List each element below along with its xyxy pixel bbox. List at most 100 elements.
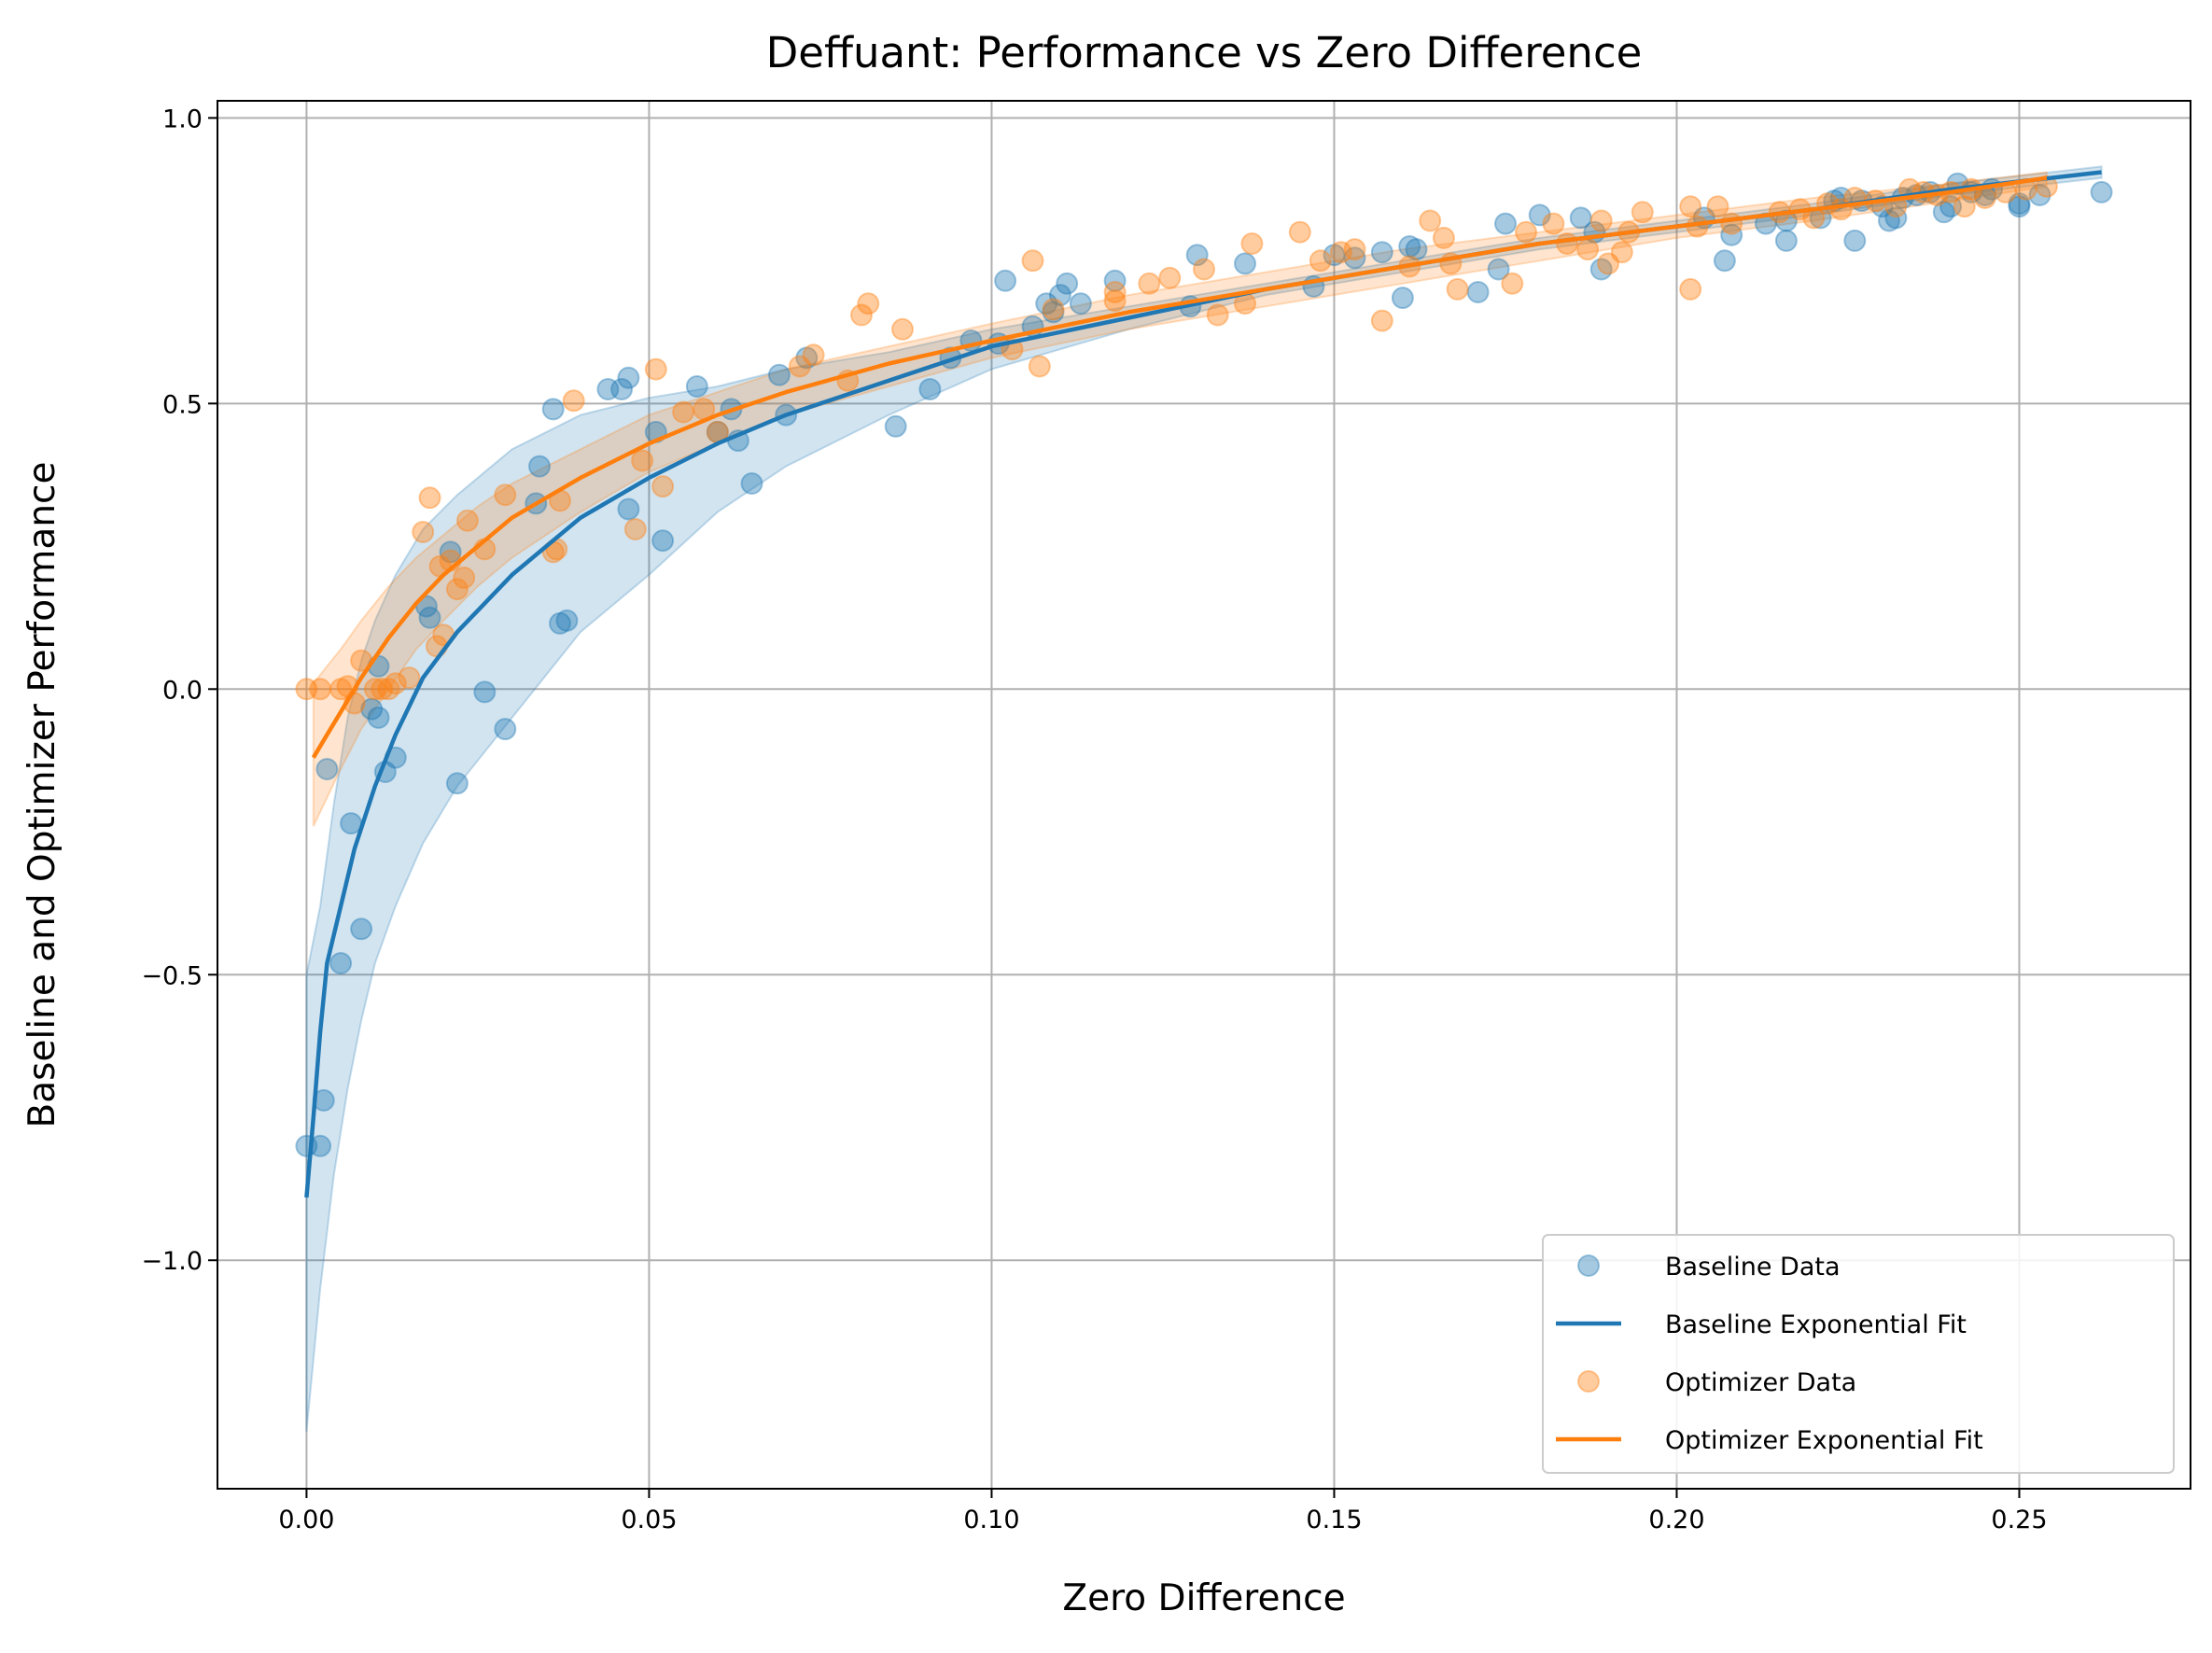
data-point xyxy=(1343,246,1366,270)
data-point xyxy=(1932,201,1955,224)
data-point xyxy=(1309,249,1332,273)
data-point xyxy=(617,366,640,389)
data-point xyxy=(1185,244,1209,267)
x-tick-label: 0.25 xyxy=(1991,1506,2047,1534)
data-point xyxy=(562,389,585,413)
data-point xyxy=(363,678,386,701)
data-point xyxy=(1028,355,1051,378)
data-point xyxy=(795,346,819,370)
x-tick-label: 0.20 xyxy=(1648,1506,1704,1534)
data-point xyxy=(445,772,469,795)
data-point xyxy=(329,678,353,701)
data-point xyxy=(329,952,353,974)
data-point xyxy=(1370,241,1393,264)
data-point xyxy=(1487,258,1510,281)
data-point xyxy=(2035,175,2058,198)
data-point xyxy=(1542,212,1565,235)
data-point xyxy=(884,414,907,438)
data-point xyxy=(672,400,695,424)
data-point xyxy=(1884,206,1908,230)
data-point xyxy=(850,303,873,327)
data-point xyxy=(651,475,675,498)
data-point xyxy=(528,455,551,478)
data-point xyxy=(1973,187,1996,209)
y-tick-label: −1.0 xyxy=(141,1247,203,1276)
x-tick-label: 0.10 xyxy=(963,1506,1019,1534)
data-point xyxy=(1398,235,1421,258)
legend-label: Optimizer Exponential Fit xyxy=(1665,1426,1983,1455)
x-axis-label: Zero Difference xyxy=(1062,1577,1345,1619)
data-point xyxy=(1679,195,1702,218)
data-point xyxy=(631,449,654,472)
data-point xyxy=(651,529,675,553)
data-point xyxy=(418,606,441,629)
data-point xyxy=(1419,209,1442,232)
data-point xyxy=(1556,232,1578,255)
data-point xyxy=(1405,238,1428,261)
data-point xyxy=(1056,272,1079,295)
plot-frame xyxy=(217,100,2191,1490)
data-point xyxy=(541,398,565,421)
data-point xyxy=(1234,252,1256,275)
data-point xyxy=(994,269,1017,292)
data-point xyxy=(1042,298,1065,321)
data-point xyxy=(1843,229,1867,252)
legend-marker-swatch xyxy=(1577,1370,1600,1393)
data-point xyxy=(412,521,435,543)
data-point xyxy=(1103,289,1127,313)
data-point xyxy=(685,375,708,398)
data-point xyxy=(1288,220,1311,244)
data-point xyxy=(473,680,497,704)
data-point xyxy=(1953,195,1976,218)
data-point xyxy=(1501,272,1524,295)
data-point xyxy=(2028,184,2051,206)
data-point xyxy=(1048,284,1071,307)
data-point xyxy=(555,609,579,632)
data-point xyxy=(1576,238,1600,261)
data-point xyxy=(494,718,517,741)
y-tick-label: 1.0 xyxy=(162,105,203,133)
data-point xyxy=(1446,277,1469,301)
data-point xyxy=(2008,192,2031,216)
data-point xyxy=(802,343,825,367)
data-point xyxy=(1042,301,1065,324)
data-point xyxy=(340,812,363,835)
data-point xyxy=(918,378,942,400)
data-point xyxy=(384,672,407,695)
legend: Baseline Data Baseline Exponential Fit Opt… xyxy=(1542,1234,2175,1474)
confidence-band xyxy=(305,165,2103,1432)
y-tick-label: −0.5 xyxy=(141,961,203,990)
data-point xyxy=(1240,232,1264,255)
data-point xyxy=(360,697,384,721)
data-point xyxy=(1706,195,1729,218)
data-point xyxy=(1103,281,1127,303)
data-point xyxy=(1193,258,1215,281)
data-point xyxy=(1021,249,1044,273)
data-point xyxy=(1774,229,1798,252)
data-point xyxy=(617,497,640,521)
data-point xyxy=(1466,281,1490,303)
data-point xyxy=(857,292,880,315)
data-point xyxy=(644,357,667,381)
data-point xyxy=(309,678,332,701)
y-tick-label: 0.5 xyxy=(162,390,203,419)
data-point xyxy=(1035,292,1058,315)
data-point xyxy=(1610,241,1633,264)
fit-lines xyxy=(304,170,2102,1198)
data-point xyxy=(494,483,517,507)
data-point xyxy=(1589,209,1613,232)
data-point xyxy=(610,378,634,400)
data-point xyxy=(453,567,476,589)
x-tick-label: 0.00 xyxy=(278,1506,334,1534)
data-point xyxy=(455,509,479,532)
data-point xyxy=(1103,269,1127,292)
legend-marker-swatch xyxy=(1577,1254,1600,1277)
data-point xyxy=(1158,266,1182,289)
data-point xyxy=(549,611,571,635)
y-tick-label: 0.0 xyxy=(162,676,203,705)
data-point xyxy=(1329,241,1352,264)
data-point xyxy=(1774,209,1798,232)
legend-label: Baseline Exponential Fit xyxy=(1665,1310,1967,1339)
fit-line xyxy=(311,175,2048,759)
